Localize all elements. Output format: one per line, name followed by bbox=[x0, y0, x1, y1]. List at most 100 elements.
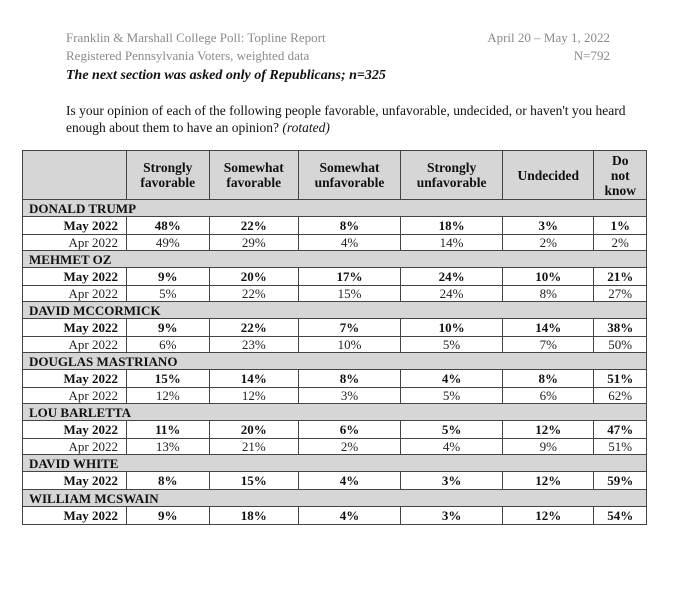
candidate-name: DAVID WHITE bbox=[22, 454, 647, 472]
candidate-row: DONALD TRUMP bbox=[22, 199, 647, 217]
period-cell: Apr 2022 bbox=[22, 285, 127, 302]
report-subtitle: Registered Pennsylvania Voters, weighted… bbox=[66, 48, 310, 63]
table-row: May 2022 8% 15% 4% 3% 12% 59% bbox=[22, 471, 647, 490]
value-cell: 18% bbox=[400, 216, 504, 235]
table-row: Apr 2022 5% 22% 15% 24% 8% 27% bbox=[22, 285, 647, 302]
value-cell: 8% bbox=[297, 369, 402, 388]
section-note: The next section was asked only of Repub… bbox=[66, 68, 386, 83]
value-cell: 13% bbox=[126, 438, 210, 455]
period-cell: May 2022 bbox=[22, 267, 127, 286]
value-cell: 12% bbox=[502, 471, 595, 490]
value-cell: 4% bbox=[400, 438, 504, 455]
report-title: Franklin & Marshall College Poll: Toplin… bbox=[66, 30, 326, 45]
value-cell: 5% bbox=[400, 387, 504, 404]
candidate-name: DOUGLAS MASTRIANO bbox=[22, 352, 647, 370]
candidate-name: MEHMET OZ bbox=[22, 250, 647, 268]
value-cell: 3% bbox=[297, 387, 402, 404]
sample-size: N=792 bbox=[573, 48, 610, 63]
column-header-line: Do bbox=[611, 152, 629, 168]
question-note: (rotated) bbox=[282, 120, 330, 135]
column-header-line: Undecided bbox=[517, 167, 580, 183]
value-cell: 5% bbox=[400, 336, 504, 353]
value-cell: 3% bbox=[400, 471, 504, 490]
table-header-row: Strongly favorable Somewhat favorable Somewh… bbox=[22, 150, 647, 200]
table-row: May 2022 9% 22% 7% 10% 14% 38% bbox=[22, 318, 647, 337]
value-cell: 2% bbox=[593, 234, 647, 251]
value-cell: 8% bbox=[502, 285, 595, 302]
value-cell: 5% bbox=[400, 420, 504, 439]
value-cell: 48% bbox=[126, 216, 210, 235]
value-cell: 17% bbox=[297, 267, 402, 286]
value-cell: 10% bbox=[297, 336, 402, 353]
period-cell: May 2022 bbox=[22, 471, 127, 490]
table-row: May 2022 9% 20% 17% 24% 10% 21% bbox=[22, 267, 647, 286]
question-text: Is your opinion of each of the following… bbox=[66, 102, 626, 136]
value-cell: 2% bbox=[297, 438, 402, 455]
value-cell: 12% bbox=[208, 387, 300, 404]
value-cell: 4% bbox=[297, 234, 402, 251]
period-cell: Apr 2022 bbox=[22, 387, 127, 404]
period-cell: May 2022 bbox=[22, 369, 127, 388]
value-cell: 62% bbox=[593, 387, 647, 404]
value-cell: 59% bbox=[593, 471, 647, 490]
value-cell: 15% bbox=[126, 369, 210, 388]
candidate-row: DAVID MCCORMICK bbox=[22, 301, 647, 319]
value-cell: 24% bbox=[400, 267, 504, 286]
value-cell: 20% bbox=[208, 420, 300, 439]
candidate-name: DONALD TRUMP bbox=[22, 199, 647, 217]
column-header-line: favorable bbox=[226, 175, 282, 190]
value-cell: 22% bbox=[208, 216, 300, 235]
column-header: Somewhat unfavorable bbox=[297, 150, 402, 200]
table-row: Apr 2022 49% 29% 4% 14% 2% 2% bbox=[22, 234, 647, 251]
candidate-row: WILLIAM MCSWAIN bbox=[22, 489, 647, 507]
value-cell: 49% bbox=[126, 234, 210, 251]
value-cell: 9% bbox=[126, 506, 210, 525]
value-cell: 7% bbox=[297, 318, 402, 337]
candidate-row: LOU BARLETTA bbox=[22, 403, 647, 421]
value-cell: 10% bbox=[400, 318, 504, 337]
value-cell: 20% bbox=[208, 267, 300, 286]
value-cell: 15% bbox=[208, 471, 300, 490]
value-cell: 11% bbox=[126, 420, 210, 439]
column-header: Strongly favorable bbox=[126, 150, 210, 200]
column-header-line: Strongly bbox=[426, 160, 477, 175]
column-header-line: favorable bbox=[140, 175, 196, 190]
value-cell: 21% bbox=[208, 438, 300, 455]
value-cell: 12% bbox=[126, 387, 210, 404]
column-header-line: unfavorable bbox=[416, 175, 487, 190]
table-body: DONALD TRUMP May 2022 48% 22% 8% 18% 3% 1% Apr 2… bbox=[22, 199, 647, 525]
value-cell: 6% bbox=[297, 420, 402, 439]
column-header-line: not bbox=[610, 167, 630, 183]
value-cell: 4% bbox=[400, 369, 504, 388]
value-cell: 2% bbox=[502, 234, 595, 251]
value-cell: 9% bbox=[126, 318, 210, 337]
table-row: May 2022 48% 22% 8% 18% 3% 1% bbox=[22, 216, 647, 235]
value-cell: 9% bbox=[502, 438, 595, 455]
value-cell: 24% bbox=[400, 285, 504, 302]
value-cell: 14% bbox=[502, 318, 595, 337]
value-cell: 47% bbox=[593, 420, 647, 439]
value-cell: 3% bbox=[502, 216, 595, 235]
period-cell: May 2022 bbox=[22, 318, 127, 337]
table-row: May 2022 15% 14% 8% 4% 8% 51% bbox=[22, 369, 647, 388]
value-cell: 12% bbox=[502, 420, 595, 439]
column-header-line: Somewhat bbox=[319, 160, 380, 175]
column-header-line: unfavorable bbox=[314, 175, 385, 190]
value-cell: 38% bbox=[593, 318, 647, 337]
value-cell: 29% bbox=[208, 234, 300, 251]
table-row: Apr 2022 12% 12% 3% 5% 6% 62% bbox=[22, 387, 647, 404]
value-cell: 5% bbox=[126, 285, 210, 302]
value-cell: 18% bbox=[208, 506, 300, 525]
value-cell: 12% bbox=[502, 506, 595, 525]
table-row: Apr 2022 13% 21% 2% 4% 9% 51% bbox=[22, 438, 647, 455]
value-cell: 6% bbox=[502, 387, 595, 404]
value-cell: 1% bbox=[593, 216, 647, 235]
period-cell: May 2022 bbox=[22, 506, 127, 525]
value-cell: 8% bbox=[502, 369, 595, 388]
table-row: May 2022 9% 18% 4% 3% 12% 54% bbox=[22, 506, 647, 525]
period-cell: Apr 2022 bbox=[22, 336, 127, 353]
value-cell: 22% bbox=[208, 318, 300, 337]
column-header: Do not know bbox=[593, 150, 647, 200]
value-cell: 4% bbox=[297, 506, 402, 525]
value-cell: 51% bbox=[593, 369, 647, 388]
